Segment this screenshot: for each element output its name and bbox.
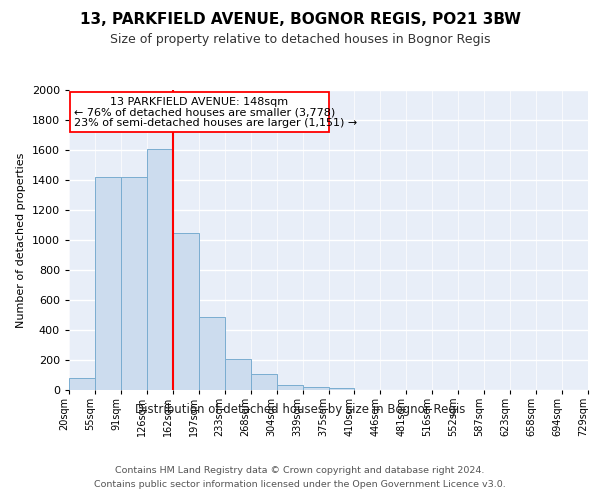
Bar <box>277 385 302 390</box>
Text: Distribution of detached houses by size in Bognor Regis: Distribution of detached houses by size … <box>135 402 465 415</box>
Bar <box>329 388 355 390</box>
Text: 13, PARKFIELD AVENUE, BOGNOR REGIS, PO21 3BW: 13, PARKFIELD AVENUE, BOGNOR REGIS, PO21… <box>79 12 521 28</box>
Bar <box>302 387 329 390</box>
Y-axis label: Number of detached properties: Number of detached properties <box>16 152 26 328</box>
Text: Size of property relative to detached houses in Bognor Regis: Size of property relative to detached ho… <box>110 32 490 46</box>
Bar <box>225 359 251 390</box>
Bar <box>121 177 147 390</box>
Text: Contains public sector information licensed under the Open Government Licence v3: Contains public sector information licen… <box>94 480 506 489</box>
Bar <box>147 148 173 390</box>
Text: 23% of semi-detached houses are larger (1,151) →: 23% of semi-detached houses are larger (… <box>74 118 358 128</box>
Bar <box>199 316 224 390</box>
Bar <box>95 177 121 390</box>
Bar <box>251 374 277 390</box>
Bar <box>69 378 95 390</box>
Text: 13 PARKFIELD AVENUE: 148sqm: 13 PARKFIELD AVENUE: 148sqm <box>110 96 289 106</box>
Text: Contains HM Land Registry data © Crown copyright and database right 2024.: Contains HM Land Registry data © Crown c… <box>115 466 485 475</box>
FancyBboxPatch shape <box>70 92 329 132</box>
Bar <box>173 232 199 390</box>
Text: ← 76% of detached houses are smaller (3,778): ← 76% of detached houses are smaller (3,… <box>74 108 335 118</box>
